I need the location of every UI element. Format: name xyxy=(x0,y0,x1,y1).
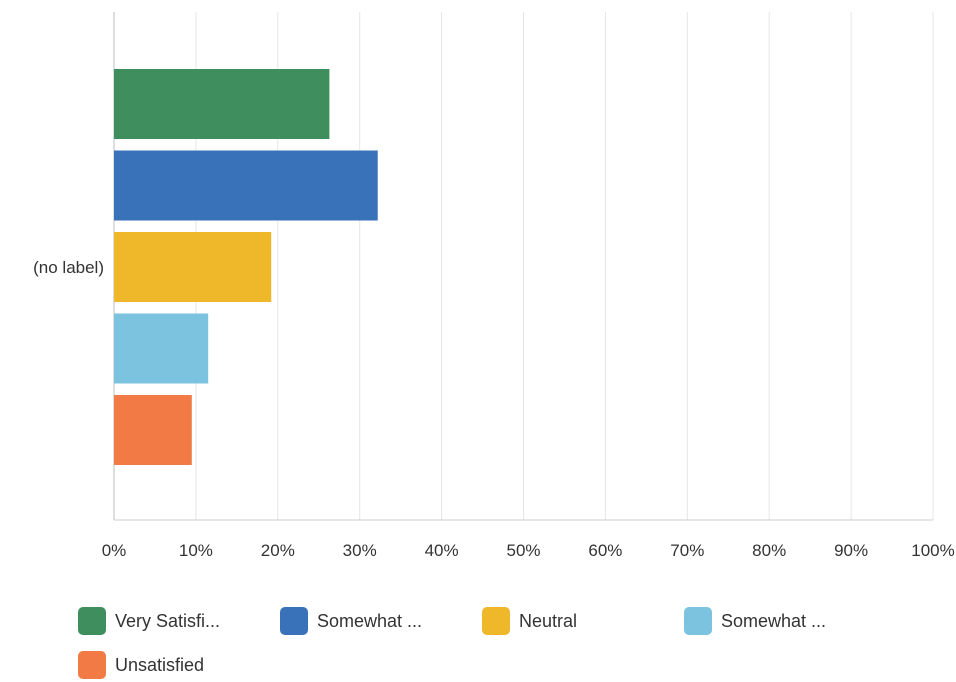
legend-item[interactable]: Neutral xyxy=(482,604,684,638)
legend-swatch xyxy=(684,607,712,635)
x-tick-label: 100% xyxy=(911,541,954,560)
x-tick-label: 60% xyxy=(588,541,622,560)
bar[interactable] xyxy=(114,313,209,384)
x-tick-label: 90% xyxy=(834,541,868,560)
bar[interactable] xyxy=(114,150,378,221)
bar[interactable] xyxy=(114,232,272,302)
x-tick-label: 10% xyxy=(179,541,213,560)
category-label: (no label) xyxy=(33,258,104,277)
bar-chart: 0% 10% 20% 30% 40% 50% 60% 70% 80% 90% 100% (no la… xyxy=(33,12,955,560)
bars xyxy=(114,69,378,465)
bar[interactable] xyxy=(114,395,192,465)
x-axis-ticks: 0% 10% 20% 30% 40% 50% 60% 70% 80% 90% 100% xyxy=(102,541,955,560)
legend-swatch xyxy=(280,607,308,635)
legend-label: Somewhat ... xyxy=(317,610,423,631)
legend-label: Unsatisfied xyxy=(115,654,205,675)
x-tick-label: 80% xyxy=(752,541,786,560)
x-tick-label: 40% xyxy=(425,541,459,560)
legend: Very Satisfi... Somewhat ... Neutral Somewh… xyxy=(78,604,938,682)
x-tick-label: 70% xyxy=(670,541,704,560)
legend-label: Very Satisfi... xyxy=(115,610,221,631)
legend-item[interactable]: Very Satisfi... xyxy=(78,604,280,638)
legend-label: Somewhat ... xyxy=(721,610,827,631)
legend-item[interactable]: Unsatisfied xyxy=(78,648,280,682)
x-tick-label: 20% xyxy=(261,541,295,560)
legend-item[interactable]: Somewhat ... xyxy=(280,604,482,638)
x-tick-label: 30% xyxy=(343,541,377,560)
bar[interactable] xyxy=(114,69,330,139)
legend-swatch xyxy=(78,607,106,635)
legend-item[interactable]: Somewhat ... xyxy=(684,604,886,638)
x-tick-label: 50% xyxy=(506,541,540,560)
legend-label: Neutral xyxy=(519,610,578,631)
x-tick-label: 0% xyxy=(102,541,127,560)
legend-swatch xyxy=(482,607,510,635)
legend-swatch xyxy=(78,651,106,679)
